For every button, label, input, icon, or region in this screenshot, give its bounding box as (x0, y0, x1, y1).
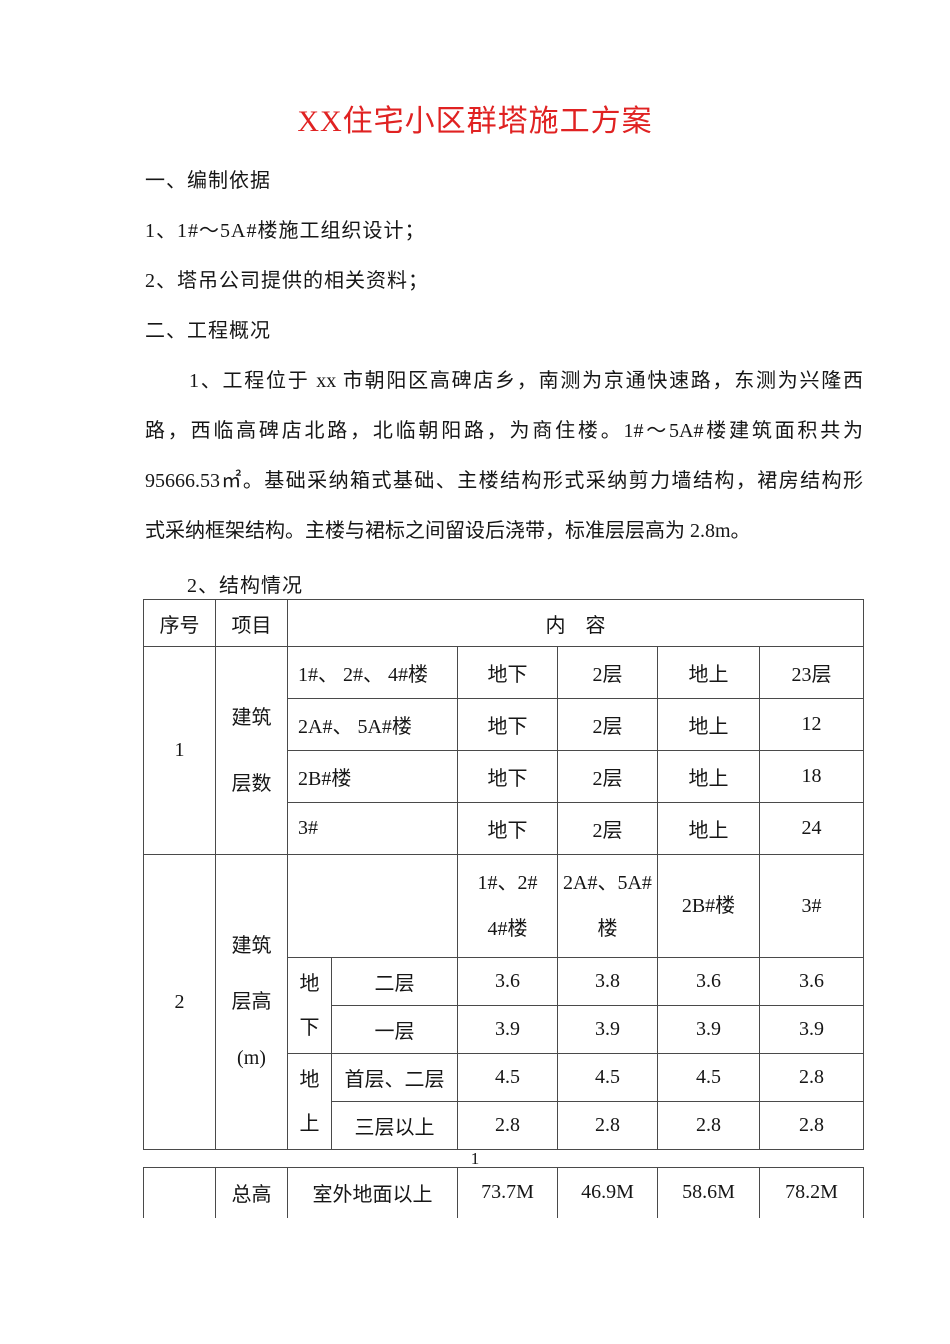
header-no: 序号 (143, 599, 216, 647)
cell-value: 73.7M (457, 1167, 558, 1218)
cell-section-item: 建筑 层高 (m) (215, 854, 288, 1150)
table-row: 地 上 首层、二层 4.5 4.5 4.5 2.8 (144, 1053, 865, 1150)
cell-building-group: 2A#、5A# 楼 (557, 854, 658, 958)
cell-floors: 12 (758, 698, 865, 751)
cell-empty (287, 854, 458, 958)
cell-section-no: 2 (143, 854, 216, 1150)
cell-section-item: 总高 (215, 1167, 288, 1218)
list-item-2: 2、塔吊公司提供的相关资料； (145, 270, 429, 292)
table-row: 2B#楼 地下 2层 地上 18 (144, 750, 865, 803)
cell-floor-label: 首层、二层 (331, 1053, 458, 1102)
cell-value: 3.9 (657, 1005, 760, 1054)
cell-value: 3.6 (457, 957, 558, 1006)
table-header-row: 序号 项目 内 容 (143, 599, 865, 647)
cell-value: 2.8 (557, 1101, 658, 1150)
table-row: 2A#、 5A#楼 地下 2层 地上 12 (144, 698, 865, 751)
cell-floors: 24 (758, 802, 865, 855)
cell-zone-label: 地上 (657, 802, 760, 855)
cell-value: 4.5 (457, 1053, 558, 1102)
cell-floor-label: 二层 (331, 957, 458, 1006)
cell-value: 2.8 (657, 1101, 760, 1150)
cell-value: 46.9M (557, 1167, 658, 1218)
cell-value: 58.6M (657, 1167, 760, 1218)
cell-floors: 2层 (557, 646, 658, 699)
cell-section-no: 1 (143, 646, 216, 855)
cell-zone-label: 地下 (457, 698, 558, 751)
cell-zone-label: 地下 (457, 750, 558, 803)
cell-value: 3.9 (758, 1005, 865, 1054)
heading-basis: 一、编制依据 (145, 170, 271, 192)
structure-table-continuation: 总高 室外地面以上 73.7M 46.9M 58.6M 78.2M (143, 1167, 864, 1218)
cell-value: 4.5 (657, 1053, 760, 1102)
para-line: 1、工程位于 xx 市朝阳区高碑店乡，南测为京通快速路，东测为兴隆西 (189, 370, 863, 392)
cell-floors: 2层 (557, 802, 658, 855)
table-row: 总高 室外地面以上 73.7M 46.9M 58.6M 78.2M (143, 1167, 864, 1218)
doc-body: 一、编制依据 1、1#〜5A#楼施工组织设计； 2、塔吊公司提供的相关资料； 二… (0, 156, 950, 1218)
header-item: 项目 (215, 599, 288, 647)
cell-building: 3# (287, 802, 458, 855)
cell-zone: 地 上 (287, 1053, 332, 1150)
list-item-1: 1、1#〜5A#楼施工组织设计； (145, 220, 426, 242)
cell-value: 2.8 (457, 1101, 558, 1150)
cell-height-label: 室外地面以上 (287, 1167, 458, 1218)
para-line: 路，西临高碑店北路，北临朝阳路，为商住楼。1#〜5A#楼建筑面积共为 (145, 420, 863, 442)
doc-title: XX住宅小区群塔施工方案 (297, 105, 653, 138)
cell-section-item: 建筑 层数 (215, 646, 288, 855)
cell-building-group: 3# (758, 854, 865, 958)
cell-floors: 2层 (557, 750, 658, 803)
header-content: 内 容 (286, 599, 865, 647)
cell-building: 2B#楼 (287, 750, 458, 803)
table-row: 地 下 二层 3.6 3.8 3.6 3.6 (144, 957, 865, 1054)
cell-floors: 23层 (758, 646, 865, 699)
page-number: 1 (470, 1149, 480, 1168)
cell-floor-label: 三层以上 (331, 1101, 458, 1150)
table-row: 三层以上 2.8 2.8 2.8 2.8 (144, 1101, 865, 1150)
cell-value: 3.9 (557, 1005, 658, 1054)
cell-zone-label: 地上 (657, 750, 760, 803)
cell-value: 3.8 (557, 957, 658, 1006)
para-line: 95666.53㎡。基础采纳箱式基础、主楼结构形式采纳剪力墙结构，裙房结构形 (145, 470, 863, 492)
cell-zone-label: 地上 (657, 698, 760, 751)
cell-floors: 2层 (557, 698, 658, 751)
cell-zone-label: 地下 (457, 802, 558, 855)
structure-table: 序号 项目 内 容 1 建筑 层数 1#、 2#、 4#楼 地下 2层 地上 2… (143, 599, 865, 1150)
cell-zone: 地 下 (287, 957, 332, 1054)
cell-building: 1#、 2#、 4#楼 (287, 646, 458, 699)
cell-floor-label: 一层 (331, 1005, 458, 1054)
cell-floors: 18 (758, 750, 865, 803)
table-row: 3# 地下 2层 地上 24 (144, 802, 865, 855)
cell-value: 2.8 (758, 1053, 865, 1102)
table-subheader-row: 2 建筑 层高 (m) 1#、2# 4#楼 2A#、5A# 楼 2B#楼 3# (143, 854, 865, 1150)
cell-building-group: 2B#楼 (657, 854, 760, 958)
cell-value: 78.2M (759, 1167, 864, 1218)
cell-value: 3.9 (457, 1005, 558, 1054)
table-row: 一层 3.9 3.9 3.9 3.9 (144, 1005, 865, 1054)
table-row: 1 建筑 层数 1#、 2#、 4#楼 地下 2层 地上 23层 (143, 646, 865, 855)
cell-empty (143, 1167, 216, 1218)
cell-zone-label: 地下 (457, 646, 558, 699)
cell-building-group: 1#、2# 4#楼 (457, 854, 558, 958)
heading-overview: 二、工程概况 (145, 320, 271, 342)
cell-zone-label: 地上 (657, 646, 760, 699)
cell-value: 2.8 (758, 1101, 865, 1150)
cell-value: 3.6 (758, 957, 865, 1006)
cell-value: 4.5 (557, 1053, 658, 1102)
heading-structure: 2、结构情况 (187, 575, 303, 597)
cell-value: 3.6 (657, 957, 760, 1006)
para-line: 式采纳框架结构。主楼与裙标之间留设后浇带，标准层层高为 2.8m。 (145, 520, 751, 542)
cell-building: 2A#、 5A#楼 (287, 698, 458, 751)
